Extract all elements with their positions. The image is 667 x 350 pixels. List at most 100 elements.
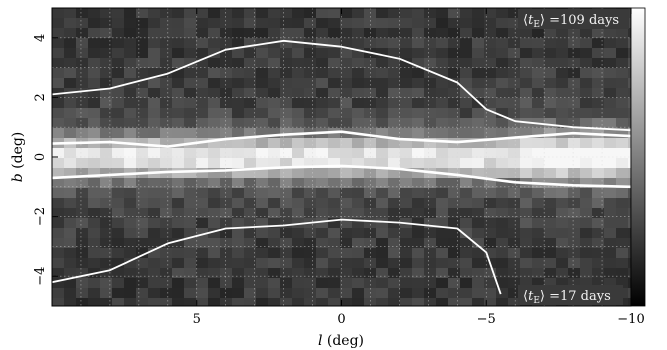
heatmap-cell	[400, 18, 413, 29]
heatmap-cell	[100, 178, 113, 189]
heatmap-cell	[544, 58, 557, 69]
heatmap-cell	[172, 8, 185, 19]
heatmap-cell	[328, 258, 341, 269]
heatmap-cell	[256, 238, 269, 249]
heatmap-cell	[436, 198, 449, 209]
heatmap-cell	[184, 48, 197, 59]
heatmap-cell	[340, 18, 353, 29]
heatmap-cell	[196, 288, 209, 299]
heatmap-cell	[532, 158, 545, 169]
heatmap-cell	[160, 108, 173, 119]
heatmap-cell	[568, 108, 581, 119]
heatmap-cell	[100, 108, 113, 119]
heatmap-cell	[544, 98, 557, 109]
heatmap-cell	[400, 98, 413, 109]
heatmap-cell	[244, 88, 257, 99]
heatmap-cell	[400, 168, 413, 179]
heatmap-cell	[112, 298, 125, 306]
heatmap-cell	[460, 128, 473, 139]
heatmap-cell	[592, 188, 605, 199]
heatmap-cell	[64, 278, 77, 289]
heatmap-cell	[376, 148, 389, 159]
heatmap-cell	[232, 128, 245, 139]
heatmap-cell	[340, 148, 353, 159]
heatmap-cell	[520, 158, 533, 169]
heatmap-cell	[352, 118, 365, 129]
heatmap-cell	[232, 58, 245, 69]
heatmap-cell	[616, 208, 629, 219]
contour-line-inner	[52, 164, 631, 189]
heatmap-cell	[88, 198, 101, 209]
heatmap-cell	[304, 228, 317, 239]
heatmap-cell	[160, 208, 173, 219]
heatmap-cell	[172, 98, 185, 109]
contour-line-inner	[52, 130, 631, 148]
heatmap-cell	[160, 78, 173, 89]
heatmap-cell	[592, 38, 605, 49]
heatmap-cell	[88, 298, 101, 306]
heatmap-cell	[328, 18, 341, 29]
heatmap-cell	[496, 218, 509, 229]
heatmap-cell	[352, 138, 365, 149]
heatmap-cell	[628, 158, 631, 169]
heatmap-cell	[496, 8, 509, 19]
heatmap-cell	[472, 158, 485, 169]
heatmap-cell	[136, 68, 149, 79]
heatmap-cell	[412, 68, 425, 79]
heatmap-cell	[496, 298, 509, 306]
heatmap-cell	[568, 278, 581, 289]
heatmap-cell	[484, 218, 497, 229]
heatmap-cell	[268, 118, 281, 129]
heatmap-cell	[508, 208, 521, 219]
heatmap-cell	[148, 38, 161, 49]
heatmap-cell	[532, 188, 545, 199]
heatmap-cell	[64, 18, 77, 29]
heatmap-cell	[340, 178, 353, 189]
heatmap-cell	[556, 238, 569, 249]
heatmap-cell	[628, 148, 631, 159]
heatmap-cell	[280, 198, 293, 209]
heatmap-cell	[352, 208, 365, 219]
heatmap-cell	[232, 258, 245, 269]
heatmap-cell	[448, 258, 461, 269]
heatmap-cell	[184, 118, 197, 129]
heatmap-cell	[160, 158, 173, 169]
heatmap-cell	[184, 258, 197, 269]
heatmap-cell	[364, 298, 377, 306]
heatmap-cell	[376, 18, 389, 29]
heatmap-cell	[160, 148, 173, 159]
heatmap-cell	[220, 128, 233, 139]
heatmap-cell	[88, 158, 101, 169]
heatmap-cell	[400, 118, 413, 129]
heatmap-cell	[508, 258, 521, 269]
heatmap-cell	[376, 108, 389, 119]
heatmap-cell	[460, 258, 473, 269]
heatmap-cell	[76, 68, 89, 79]
heatmap-cell	[340, 228, 353, 239]
heatmap-cell	[460, 298, 473, 306]
heatmap-cell	[388, 28, 401, 39]
heatmap-cell	[328, 138, 341, 149]
heatmap-cell	[580, 108, 593, 119]
heatmap-cell	[580, 68, 593, 79]
heatmap-cell	[436, 298, 449, 306]
heatmap-cell	[256, 228, 269, 239]
heatmap-cell	[616, 278, 629, 289]
heatmap-cell	[628, 98, 631, 109]
heatmap-cell	[604, 258, 617, 269]
heatmap-cell	[424, 158, 437, 169]
heatmap-cell	[196, 168, 209, 179]
heatmap-cell	[280, 148, 293, 159]
heatmap-cell	[148, 278, 161, 289]
heatmap-cell	[412, 78, 425, 89]
heatmap-cell	[244, 248, 257, 259]
heatmap-cell	[532, 68, 545, 79]
heatmap-cell	[604, 128, 617, 139]
heatmap-cell	[100, 58, 113, 69]
heatmap-cell	[460, 228, 473, 239]
heatmap-cell	[628, 48, 631, 59]
heatmap-cell	[232, 298, 245, 306]
heatmap-cell	[568, 168, 581, 179]
heatmap-cell	[208, 68, 221, 79]
heatmap-cell	[76, 298, 89, 306]
